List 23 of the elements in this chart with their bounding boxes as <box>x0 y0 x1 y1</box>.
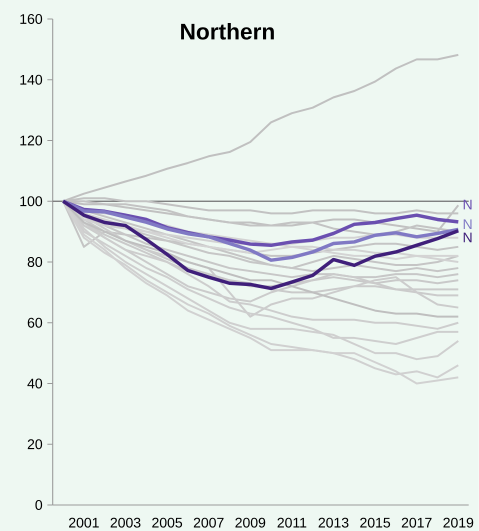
y-tick-label: 80 <box>28 257 42 267</box>
series-label: N <box>464 232 472 242</box>
x-tick-label: 2007 <box>194 518 224 528</box>
y-tick-label: 100 <box>20 196 42 206</box>
x-tick-label: 2003 <box>110 518 141 528</box>
y-tick-label: 0 <box>36 500 42 510</box>
x-tick-label: 2005 <box>152 518 182 528</box>
x-tick-label: 2011 <box>278 518 306 528</box>
y-tick-label: 140 <box>20 74 42 85</box>
y-tick-label: 160 <box>20 14 42 24</box>
x-tick-label: 2013 <box>318 518 349 528</box>
series-label: N <box>464 200 472 210</box>
y-tick-label: 60 <box>28 318 42 328</box>
y-tick-label: 20 <box>28 439 42 450</box>
series-label: N <box>464 219 472 229</box>
x-tick-label: 2019 <box>444 518 474 528</box>
y-tick-label: 40 <box>28 378 42 388</box>
chart-title: Northern <box>181 23 274 40</box>
x-tick-label: 2015 <box>360 518 390 528</box>
x-tick-label: 2001 <box>69 518 99 528</box>
y-tick-label: 120 <box>20 136 42 146</box>
x-tick-label: 2017 <box>402 518 432 528</box>
x-tick-label: 2009 <box>236 518 266 528</box>
